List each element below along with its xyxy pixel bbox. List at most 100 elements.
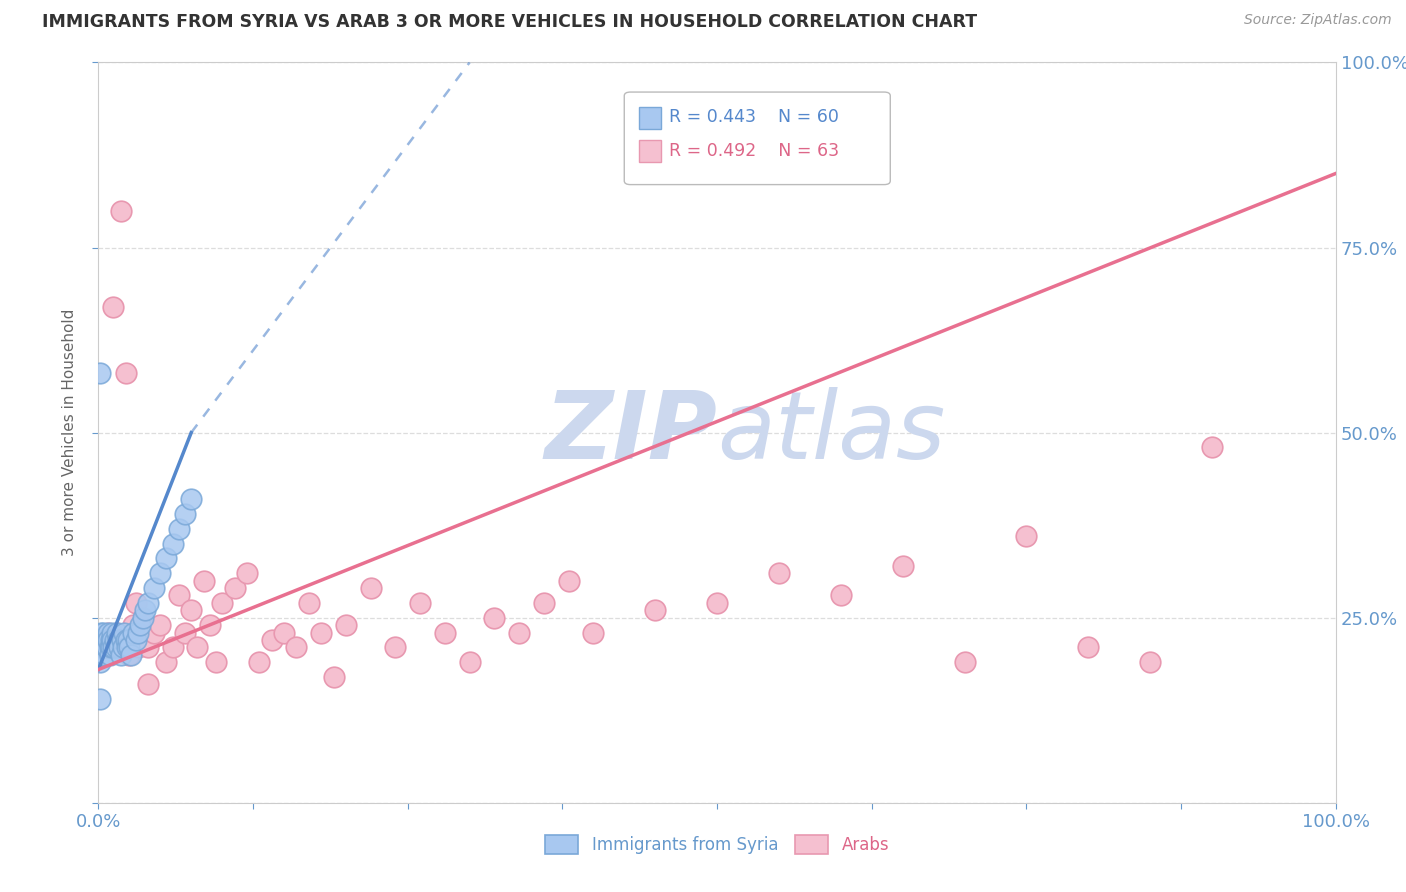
- FancyBboxPatch shape: [624, 92, 890, 185]
- Point: [114, 632, 136, 647]
- Point: [93, 632, 115, 647]
- Point: [90, 648, 112, 662]
- Point: [285, 640, 308, 655]
- Point: [110, 632, 132, 647]
- Point: [122, 625, 145, 640]
- Point: [335, 618, 357, 632]
- Point: [162, 640, 184, 655]
- Point: [891, 558, 914, 573]
- Point: [101, 625, 124, 640]
- Point: [768, 566, 790, 581]
- Point: [167, 589, 190, 603]
- Point: [1077, 640, 1099, 655]
- Point: [236, 566, 259, 581]
- Point: [91, 632, 114, 647]
- Point: [100, 640, 122, 655]
- Point: [91, 640, 114, 655]
- Point: [110, 203, 132, 218]
- Point: [115, 640, 138, 655]
- Point: [127, 640, 149, 655]
- Point: [93, 648, 115, 662]
- Point: [298, 596, 321, 610]
- Point: [582, 625, 605, 640]
- Point: [155, 551, 177, 566]
- Point: [97, 632, 120, 647]
- Point: [167, 522, 190, 536]
- Point: [127, 625, 149, 640]
- Point: [124, 625, 146, 640]
- Point: [98, 648, 121, 662]
- Point: [118, 640, 141, 655]
- Point: [508, 625, 530, 640]
- Point: [96, 640, 118, 655]
- Point: [112, 640, 135, 655]
- Point: [174, 507, 197, 521]
- Point: [105, 625, 128, 640]
- Point: [90, 625, 112, 640]
- Point: [131, 632, 153, 647]
- Point: [134, 603, 156, 617]
- Point: [103, 632, 125, 647]
- Point: [93, 632, 115, 647]
- Point: [104, 640, 127, 655]
- Point: [174, 625, 197, 640]
- Point: [117, 632, 139, 647]
- Point: [830, 589, 852, 603]
- Point: [91, 648, 114, 662]
- Point: [384, 640, 406, 655]
- Point: [108, 640, 131, 655]
- Point: [706, 596, 728, 610]
- Point: [224, 581, 246, 595]
- Point: [149, 618, 172, 632]
- Point: [143, 581, 166, 595]
- Point: [1201, 441, 1223, 455]
- Point: [186, 640, 208, 655]
- Point: [89, 655, 111, 669]
- Point: [136, 596, 159, 610]
- Point: [103, 640, 125, 655]
- Point: [360, 581, 382, 595]
- Point: [94, 632, 117, 647]
- Point: [111, 632, 134, 647]
- Point: [247, 655, 270, 669]
- Point: [533, 596, 555, 610]
- Point: [97, 625, 120, 640]
- Point: [155, 655, 177, 669]
- Point: [180, 603, 202, 617]
- Point: [149, 566, 172, 581]
- Point: [136, 677, 159, 691]
- Point: [309, 625, 332, 640]
- Text: ZIP: ZIP: [544, 386, 717, 479]
- Point: [953, 655, 976, 669]
- Point: [129, 618, 152, 632]
- Bar: [640, 140, 661, 162]
- Point: [1015, 529, 1038, 543]
- Point: [205, 655, 228, 669]
- Point: [484, 610, 506, 624]
- Point: [136, 640, 159, 655]
- Point: [89, 632, 111, 647]
- Point: [93, 640, 115, 655]
- Text: IMMIGRANTS FROM SYRIA VS ARAB 3 OR MORE VEHICLES IN HOUSEHOLD CORRELATION CHART: IMMIGRANTS FROM SYRIA VS ARAB 3 OR MORE …: [42, 13, 977, 31]
- Point: [162, 536, 184, 550]
- Point: [110, 648, 132, 662]
- Point: [120, 648, 142, 662]
- Point: [458, 655, 481, 669]
- Point: [114, 367, 136, 381]
- Bar: [640, 107, 661, 129]
- Point: [118, 648, 141, 662]
- Point: [93, 640, 115, 655]
- Point: [90, 632, 112, 647]
- Point: [124, 632, 146, 647]
- Point: [143, 625, 166, 640]
- Point: [89, 640, 111, 655]
- Point: [132, 610, 155, 624]
- Point: [105, 625, 128, 640]
- Text: R = 0.492    N = 63: R = 0.492 N = 63: [669, 143, 839, 161]
- Point: [1139, 655, 1161, 669]
- Legend: Immigrants from Syria, Arabs: Immigrants from Syria, Arabs: [538, 829, 896, 861]
- Point: [211, 596, 233, 610]
- Point: [112, 640, 135, 655]
- Point: [198, 618, 221, 632]
- Point: [124, 596, 146, 610]
